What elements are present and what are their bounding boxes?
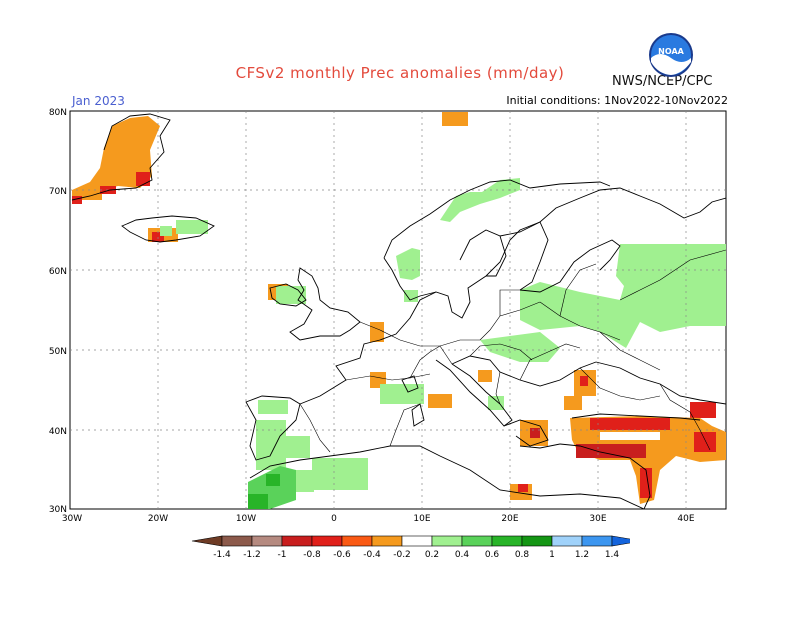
lon-label: 10E: [413, 514, 430, 524]
colorbar-label: 0.6: [485, 550, 500, 560]
colorbar-label: 1.4: [605, 550, 620, 560]
initial-conditions: Initial conditions: 1Nov2022-10Nov2022: [506, 94, 728, 107]
colorbar-label: -1.2: [243, 550, 261, 560]
colorbar-swatch: [401, 535, 433, 547]
lon-label: 40E: [677, 514, 694, 524]
colorbar-label: -1: [278, 550, 287, 560]
lat-label: 70N: [49, 187, 67, 197]
colorbar-label: 0.2: [425, 550, 439, 560]
lat-label: 50N: [49, 347, 67, 357]
colorbar-swatch: [551, 535, 583, 547]
colorbar-swatch: [311, 535, 343, 547]
colorbar-label: -1.4: [213, 550, 231, 560]
lon-label: 0: [331, 514, 337, 524]
colorbar-label: 0.8: [515, 550, 530, 560]
map-title: CFSv2 monthly Prec anomalies (mm/day): [235, 64, 565, 82]
colorbar-labels: -1.4 -1.2 -1 -0.8 -0.6 -0.4 -0.2 0.2 0.4 0.6 0.8 1 1…: [213, 550, 619, 560]
longitude-labels: 30W 20W 10W 0 10E 20E 30E 40E: [62, 514, 695, 524]
lat-label: 60N: [49, 267, 67, 277]
lon-label: 20W: [148, 514, 168, 524]
svg-text:NOAA: NOAA: [658, 47, 684, 56]
agency-label: NWS/NCEP/CPC: [612, 74, 713, 89]
lat-label: 40N: [49, 427, 67, 437]
colorbar-swatch: [371, 535, 403, 547]
colorbar-label: -0.4: [363, 550, 381, 560]
colorbar-swatch: [581, 535, 613, 547]
colorbar-swatch: [191, 535, 223, 547]
noaa-logo-icon: NOAA: [649, 33, 693, 77]
lat-label: 80N: [49, 108, 67, 118]
lat-label: 30N: [49, 505, 67, 515]
lon-label: 20E: [501, 514, 518, 524]
colorbar-label: -0.2: [393, 550, 411, 560]
colorbar-swatch: [521, 535, 553, 547]
colorbar: -1.4 -1.2 -1 -0.8 -0.6 -0.4 -0.2 0.2 0.4 0.6 0.8 1 1…: [191, 535, 630, 560]
colorbar-swatch: [221, 535, 253, 547]
colorbar-swatch: [611, 535, 630, 547]
colorbar-swatches: [191, 535, 630, 547]
colorbar-label: 0.4: [455, 550, 470, 560]
colorbar-swatch: [251, 535, 283, 547]
colorbar-swatch: [461, 535, 493, 547]
lon-label: 10W: [236, 514, 256, 524]
colorbar-swatch: [281, 535, 313, 547]
colorbar-label: 1.2: [575, 550, 589, 560]
colorbar-swatch: [341, 535, 373, 547]
valid-month: Jan 2023: [72, 94, 125, 108]
graticule: [70, 111, 726, 509]
lon-label: 30E: [589, 514, 606, 524]
colorbar-label: -0.8: [303, 550, 321, 560]
lon-label: 30W: [62, 514, 82, 524]
latitude-labels: 80N 70N 60N 50N 40N 30N: [49, 108, 67, 515]
colorbar-swatch: [491, 535, 523, 547]
country-borders: [299, 249, 726, 453]
colorbar-label: -0.6: [333, 550, 351, 560]
colorbar-swatch: [431, 535, 463, 547]
precip-anomaly-map: 80N 70N 60N 50N 40N 30N 30W 20W 10W 0 10…: [49, 108, 727, 524]
colorbar-label: 1: [549, 550, 555, 560]
